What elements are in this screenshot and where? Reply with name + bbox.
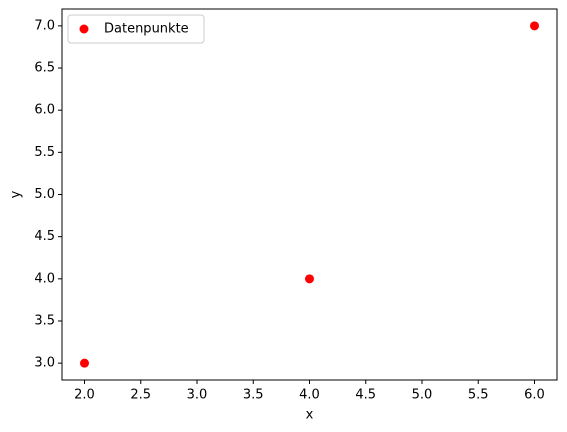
y-axis-label: y bbox=[9, 190, 24, 198]
point bbox=[80, 358, 89, 368]
legend-box bbox=[67, 14, 205, 44]
y-tick-label: 3.0 bbox=[34, 356, 55, 371]
legend-label: Datenpunkte bbox=[104, 22, 189, 37]
y-tick-label: 5.0 bbox=[34, 187, 55, 202]
y-tick-label: 5.5 bbox=[34, 145, 55, 160]
y-tick-label: 6.0 bbox=[34, 103, 55, 118]
point bbox=[530, 21, 539, 31]
legend-marker bbox=[79, 24, 89, 34]
point bbox=[305, 274, 314, 284]
y-tick-label: 6.5 bbox=[34, 61, 55, 76]
x-tick-label: 3.0 bbox=[187, 388, 208, 403]
x-axis-label: x bbox=[306, 408, 314, 423]
y-tick-label: 4.0 bbox=[34, 271, 55, 286]
y-tick-label: 4.5 bbox=[34, 229, 55, 244]
x-tick-label: 5.0 bbox=[412, 388, 433, 403]
x-tick-label: 6.0 bbox=[524, 388, 545, 403]
x-tick-label: 2.5 bbox=[130, 388, 151, 403]
plot-frame bbox=[61, 8, 558, 381]
y-tick-label: 7.0 bbox=[34, 18, 55, 33]
y-tick-label: 3.5 bbox=[34, 313, 55, 328]
x-tick-label: 5.5 bbox=[468, 388, 489, 403]
x-tick-label: 4.0 bbox=[299, 388, 320, 403]
x-tick-label: 2.0 bbox=[74, 388, 95, 403]
x-tick-label: 4.5 bbox=[355, 388, 376, 403]
x-tick-label: 3.5 bbox=[243, 388, 264, 403]
